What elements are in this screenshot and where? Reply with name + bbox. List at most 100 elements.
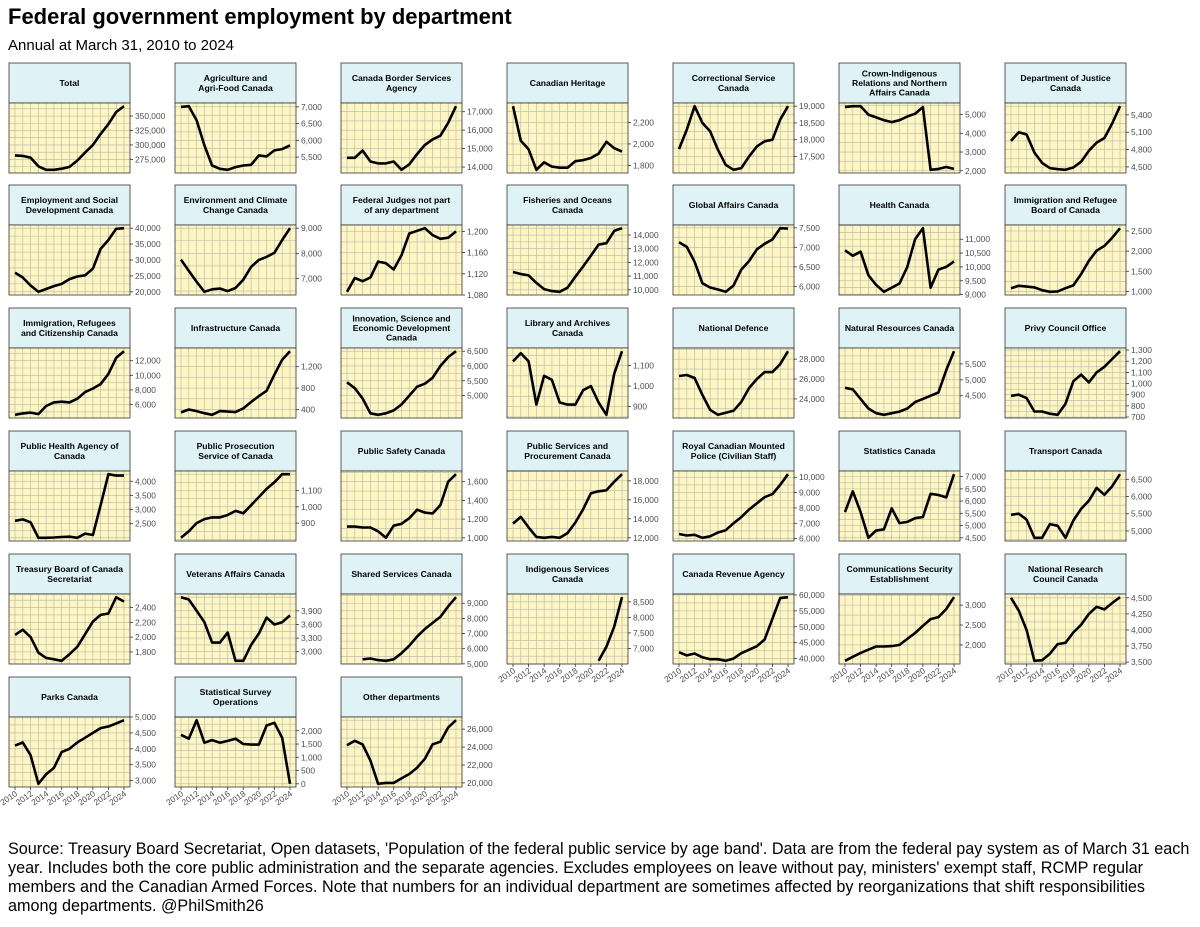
panel-title: Transport Canada: [1029, 446, 1102, 456]
y-tick-label: 4,000: [965, 128, 986, 138]
panel-strip: [340, 553, 463, 595]
y-tick-label: 7,000: [799, 242, 820, 252]
series-line: [843, 473, 956, 540]
panel-title: Canada Border Services Agency: [352, 73, 452, 93]
panel-title: Agriculture and Agri-Food Canada: [198, 73, 273, 93]
series-line: [347, 473, 457, 540]
y-tick-label: 3,600: [301, 619, 322, 629]
y-tick-label: 5,000: [965, 375, 986, 385]
x-tick-label: 2024: [273, 788, 294, 807]
panel-national-defence: National Defence 24,000 26,000 28,000: [672, 307, 825, 419]
panel-strip: [506, 553, 629, 595]
y-tick-label: 1,400: [467, 495, 488, 505]
y-tick-label: 1,200: [1131, 356, 1152, 366]
panel-immigration-refugees-and-citizenship-canada: Immigration, Refugees and Citizenship Can…: [8, 307, 161, 419]
panel-communications-security-establishment: Communications Security Establishment 2,00…: [828, 553, 986, 684]
panel-title: Shared Services Canada: [351, 569, 452, 579]
y-tick-label: 8,000: [467, 613, 488, 623]
y-tick-label: 800: [301, 383, 315, 393]
series-line: [844, 226, 955, 294]
y-tick-label: 4,500: [1131, 593, 1152, 603]
panel-statistical-survey-operations: Statistical Survey Operations 0 500 1,000 1,5…: [164, 676, 322, 807]
y-tick-label: 22,000: [467, 760, 493, 770]
y-tick-label: 10,000: [799, 472, 825, 482]
y-tick-label: 4,000: [135, 476, 156, 486]
series-line: [180, 104, 291, 172]
y-tick-label: 25,000: [135, 271, 161, 281]
panel-public-services-and-procurement-canada: Public Services and Procurement Canada 12,…: [506, 430, 659, 543]
y-tick-label: 7,000: [799, 518, 820, 528]
panel-title: Communications Security Establishment: [846, 564, 952, 584]
panel-strip: [340, 307, 463, 349]
y-tick-label: 24,000: [467, 742, 493, 752]
y-tick-label: 17,000: [467, 107, 493, 117]
y-tick-label: 9,000: [301, 223, 322, 233]
series-line: [1010, 105, 1122, 172]
y-tick-label: 5,100: [1131, 127, 1152, 137]
y-tick-label: 2,000: [1131, 246, 1152, 256]
y-tick-label: 20,000: [135, 287, 161, 297]
panel-strip: [8, 307, 131, 349]
y-tick-label: 6,000: [467, 644, 488, 654]
panel-department-of-justice-canada: Department of Justice Canada 4,500 4,800 5,1…: [1004, 62, 1152, 174]
series-line: [14, 718, 125, 786]
panel-strip: [340, 62, 463, 104]
y-tick-label: 325,000: [135, 125, 166, 135]
panel-strip: [8, 62, 131, 104]
panel-fisheries-and-oceans-canada: Fisheries and Oceans Canada 10,000 11,000 12…: [506, 184, 659, 296]
y-tick-label: 35,000: [135, 239, 161, 249]
series-line: [1010, 350, 1121, 417]
y-tick-label: 18,500: [799, 118, 825, 128]
y-tick-label: 4,500: [965, 533, 986, 543]
y-tick-label: 4,500: [965, 391, 986, 401]
series-line: [180, 350, 291, 417]
y-tick-label: 40,000: [135, 223, 161, 233]
panel-strip: [174, 62, 297, 104]
panel-strip: [8, 184, 131, 226]
panel-strip: [838, 62, 961, 104]
panel-total: Total 275,000 300,000 325,000 350,000: [8, 62, 166, 174]
y-tick-label: 6,500: [799, 262, 820, 272]
y-tick-label: 800: [1131, 401, 1145, 411]
y-tick-label: 1,000: [301, 752, 322, 762]
y-tick-label: 12,000: [633, 533, 659, 543]
panel-strip: [174, 430, 297, 472]
x-tick-label: 2024: [771, 665, 792, 684]
panel-strip: [672, 184, 795, 226]
y-tick-label: 26,000: [799, 374, 825, 384]
panel-strip: [672, 430, 795, 472]
y-tick-label: 3,000: [965, 147, 986, 157]
panel-title: Infrastructure Canada: [191, 323, 281, 333]
panel-strip: [506, 430, 629, 472]
panel-agriculture-and-agri-food-canada: Agriculture and Agri-Food Canada 5,500 6,00…: [174, 62, 322, 174]
panel-global-affairs-canada: Global Affairs Canada 6,000 6,500 7,000 7,50…: [672, 184, 820, 296]
y-tick-label: 2,000: [633, 139, 654, 149]
y-tick-label: 12,000: [633, 257, 659, 267]
y-tick-label: 1,800: [633, 161, 654, 171]
series-line: [180, 595, 291, 663]
y-tick-label: 3,500: [1131, 657, 1152, 667]
panel-strip: [672, 62, 795, 104]
y-tick-label: 5,000: [965, 521, 986, 531]
y-tick-label: 5,000: [467, 659, 488, 669]
y-tick-label: 2,200: [633, 117, 654, 127]
panel-title: Public Safety Canada: [358, 446, 446, 456]
y-tick-label: 8,000: [135, 385, 156, 395]
panel-strip: [672, 553, 795, 595]
panel-title: Innovation, Science and Economic Developm…: [352, 313, 450, 342]
panel-innovation-science-and-economic-development-canada: Innovation, Science and Economic Developm…: [340, 307, 488, 419]
panel-strip: [174, 307, 297, 349]
small-multiples-chart: Total 275,000 300,000 325,000 350,000 Agricul…: [0, 62, 1152, 807]
y-tick-label: 5,500: [965, 359, 986, 369]
chart-subtitle: Annual at March 31, 2010 to 2024: [8, 37, 234, 54]
panel-title: Privy Council Office: [1025, 323, 1107, 333]
y-tick-label: 0: [301, 779, 306, 789]
x-tick-label: 2024: [439, 788, 460, 807]
y-tick-label: 7,500: [633, 628, 654, 638]
series-line: [14, 226, 125, 294]
series-line: [346, 350, 457, 417]
y-tick-label: 6,000: [135, 400, 156, 410]
series-line: [844, 104, 955, 172]
y-tick-label: 350,000: [135, 111, 166, 121]
y-tick-label: 14,000: [633, 514, 659, 524]
